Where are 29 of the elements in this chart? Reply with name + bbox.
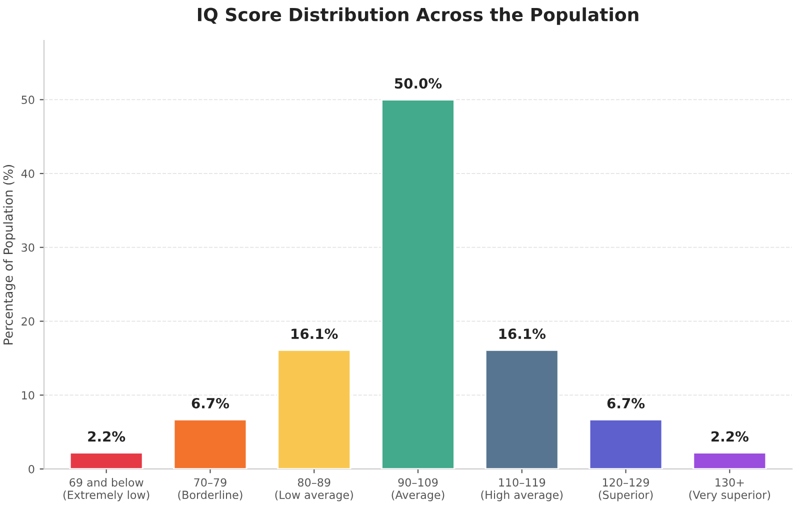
x-tick-label: 80–89 (Low average) <box>275 478 353 502</box>
chart-title: IQ Score Distribution Across the Population <box>198 7 638 25</box>
y-tick-label: 20 <box>22 317 34 326</box>
y-tick-label: 40 <box>21 169 34 178</box>
data-label: 50.0% <box>394 78 442 89</box>
x-tick-label: 90–109 (Average) <box>392 478 444 502</box>
bar <box>276 349 352 469</box>
data-label: 2.2% <box>88 431 126 442</box>
bar <box>173 418 248 469</box>
data-label: 16.1% <box>499 328 546 340</box>
x-tick-label: 70–79 (Borderline) <box>178 478 242 500</box>
x-tick-label: 130+ (Very superior) <box>689 478 770 502</box>
bar <box>380 98 456 469</box>
data-label: 16.1% <box>292 328 338 340</box>
x-tick-label: 120–129 (Superior) <box>598 478 653 502</box>
data-label: 6.7% <box>192 398 230 408</box>
bar <box>69 452 144 469</box>
x-tick-label: 69 and below (Extremely low) <box>63 478 150 502</box>
bar <box>692 452 767 469</box>
data-label: 2.2% <box>712 431 748 442</box>
data-label: 6.7% <box>607 398 645 408</box>
bar <box>484 349 560 469</box>
y-tick-label: 0 <box>28 464 34 474</box>
y-tick-label: 10 <box>22 391 34 400</box>
y-tick-label: 50 <box>22 96 34 104</box>
x-tick-label: 110–119 (High average) <box>481 478 563 502</box>
y-tick-label: 30 <box>22 243 34 252</box>
bar <box>588 418 663 469</box>
y-axis-title: Percentage of Population (%) <box>3 165 16 344</box>
